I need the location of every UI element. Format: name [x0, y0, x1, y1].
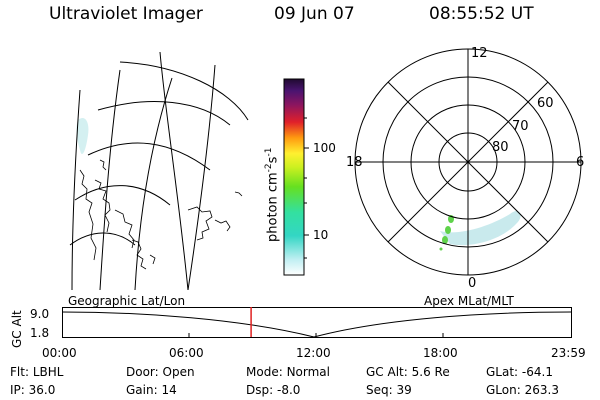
mlat-label-60: 60	[537, 96, 554, 111]
aurora-oval	[440, 211, 521, 246]
mlt-label-6: 6	[576, 155, 585, 170]
timeline-xtick-1800: 18:00	[423, 346, 458, 360]
timeline-xtick-1200: 12:00	[296, 346, 331, 360]
mlt-label-18: 18	[346, 155, 363, 170]
info-ip: IP: 36.0	[10, 383, 56, 397]
mlat-label-70: 70	[512, 119, 529, 134]
geographic-map	[69, 51, 249, 290]
aurora-spot	[439, 247, 443, 251]
timeline-xtick-0600: 06:00	[169, 346, 204, 360]
aurora-spot	[445, 226, 451, 234]
instrument-title: Ultraviolet Imager	[49, 4, 203, 24]
info-glon: GLon: 263.3	[486, 383, 559, 397]
info-seq: Seq: 39	[366, 383, 412, 397]
polar-plot	[354, 48, 582, 276]
right-panel-caption: Apex MLat/MLT	[424, 294, 514, 308]
colorbar-tick-10: 10	[313, 228, 329, 242]
info-filter: Flt: LBHL	[10, 365, 64, 379]
date-label: 09 Jun 07	[274, 4, 355, 24]
colorbar	[283, 78, 309, 276]
info-gain: Gain: 14	[126, 383, 177, 397]
orbit-timeline	[62, 307, 572, 338]
timeline-xtick-0000: 00:00	[42, 346, 77, 360]
info-glat: GLat: -64.1	[486, 365, 553, 379]
left-panel-caption: Geographic Lat/Lon	[68, 294, 186, 308]
info-gc-alt: GC Alt: 5.6 Re	[366, 365, 450, 379]
mlt-label-12: 12	[471, 46, 488, 61]
colorbar-tick-100: 100	[313, 141, 336, 155]
aurora-spot	[442, 236, 448, 244]
mlat-label-80: 80	[492, 140, 509, 155]
info-mode: Mode: Normal	[246, 365, 330, 379]
aurora-patch-left	[76, 117, 89, 155]
info-door: Door: Open	[126, 365, 195, 379]
timeline-xtick-2359: 23:59	[551, 346, 586, 360]
timeline-ytick-high: 9.0	[30, 307, 50, 321]
mlt-label-0: 0	[468, 276, 477, 291]
timeline-ytick-low: 1.8	[30, 326, 50, 340]
time-label: 08:55:52 UT	[429, 4, 534, 24]
timeline-ylabel: GC Alt	[10, 310, 24, 348]
altitude-curve	[62, 311, 572, 338]
colorbar-unit-label: photon cm-2s-1	[264, 147, 281, 242]
info-dsp: Dsp: -8.0	[246, 383, 301, 397]
